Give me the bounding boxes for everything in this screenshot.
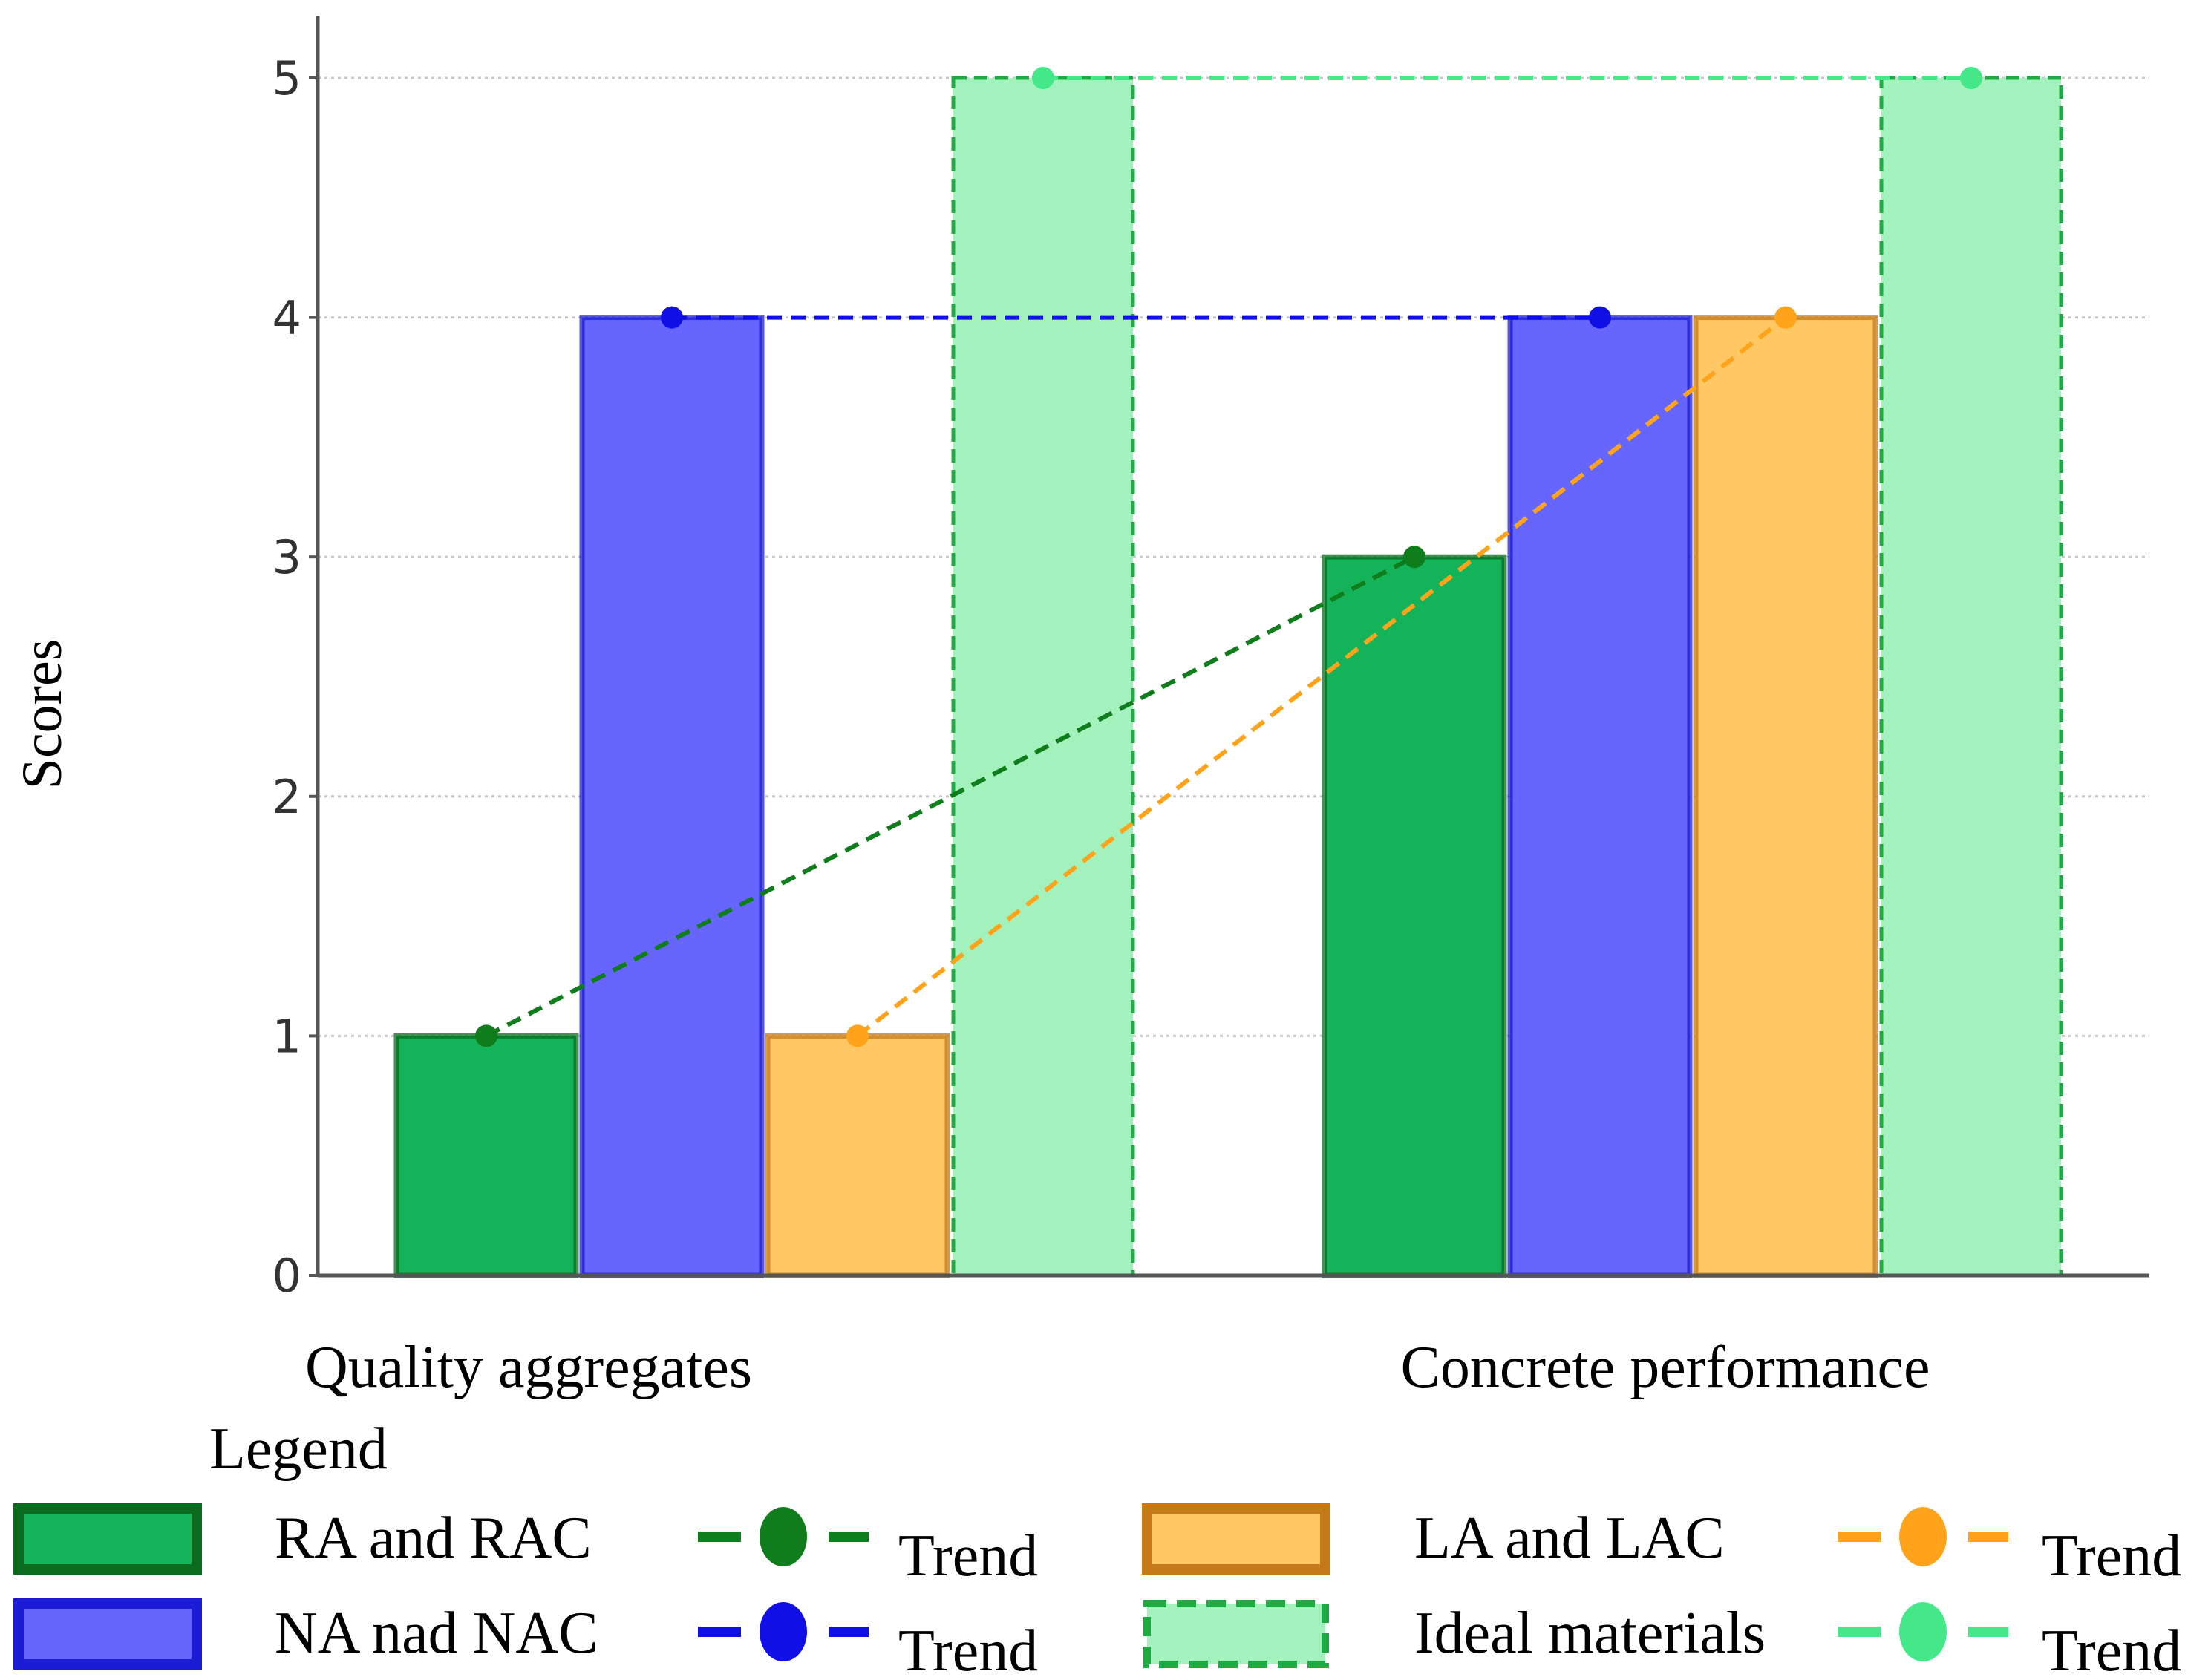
bar-1-1 (1507, 315, 1693, 1278)
trend-line-2 (856, 316, 1787, 1038)
trend-point-0-0 (475, 1024, 497, 1047)
legend-trend-label-3: Trend (2042, 1618, 2181, 1680)
trend-line-0 (485, 555, 1416, 1039)
legend-trend-label-2: Trend (2042, 1523, 2181, 1589)
trend-lines (475, 67, 1982, 1047)
legend-swatch-1 (13, 1598, 202, 1670)
legend-trend-marker-3 (1899, 1602, 1947, 1661)
legend-label-3: Ideal materials (1414, 1601, 1766, 1666)
bar-1-0 (579, 315, 765, 1278)
legend-trend-marker-1 (760, 1602, 807, 1661)
category-label-1: Concrete performance (1401, 1335, 1930, 1400)
legend-trend-label-0: Trend (898, 1523, 1038, 1589)
bar-2-0 (765, 1033, 950, 1278)
legend-trend-marker-0 (760, 1507, 807, 1566)
category-label-0: Quality aggregates (305, 1335, 752, 1400)
trend-point-3-1 (1960, 67, 1982, 89)
legend-swatch-3 (1143, 1600, 1329, 1668)
axes: 0 1 2 3 4 5 Quality aggregates Concrete perform… (272, 16, 2149, 1400)
y-axis-label: Scores (11, 639, 74, 790)
y-tick-label-4: 4 (272, 291, 301, 345)
legend-trend-label-1: Trend (898, 1618, 1038, 1680)
legend-swatch-0 (13, 1503, 202, 1575)
legend-trend-marker-2 (1899, 1507, 1947, 1566)
y-tick-label-2: 2 (272, 770, 301, 824)
y-tick-label-0: 0 (272, 1249, 301, 1303)
y-tick-label-1: 1 (272, 1009, 301, 1063)
trend-point-2-1 (1774, 306, 1797, 329)
trend-point-0-1 (1403, 546, 1425, 569)
legend-title: Legend (209, 1416, 388, 1482)
legend-swatch-2 (1142, 1503, 1330, 1575)
bar-3-1 (1879, 76, 2063, 1278)
legend: RA and RAC Trend NA nad NAC Trend LA and LAC… (13, 1503, 2181, 1680)
bar-2-1 (1693, 315, 1878, 1278)
y-tick-label-5: 5 (272, 51, 301, 105)
y-tick-label-3: 3 (272, 530, 301, 584)
trend-point-3-0 (1032, 67, 1054, 89)
trend-point-1-0 (661, 306, 683, 329)
legend-label-0: RA and RAC (275, 1506, 592, 1571)
trend-point-1-1 (1589, 306, 1611, 329)
bar-0-0 (393, 1033, 579, 1278)
trend-point-2-0 (846, 1024, 869, 1047)
legend-label-1: NA nad NAC (275, 1601, 598, 1666)
bar-3-0 (951, 76, 1135, 1278)
legend-label-2: LA and LAC (1414, 1506, 1725, 1571)
bar-0-1 (1322, 554, 1507, 1278)
bars (393, 76, 2063, 1278)
